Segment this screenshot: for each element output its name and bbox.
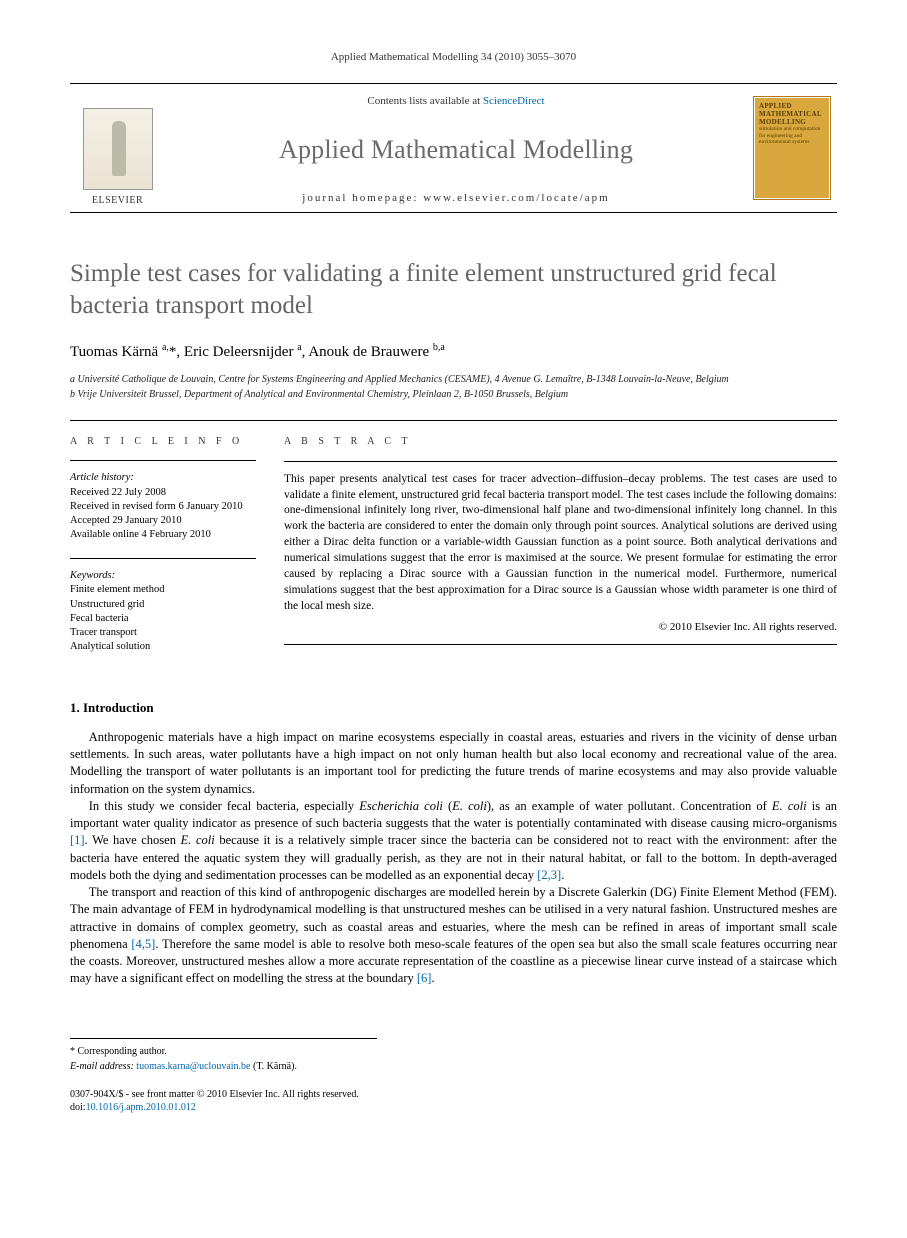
divider — [70, 558, 256, 559]
cover-title: APPLIED MATHEMATICAL MODELLING — [759, 103, 825, 126]
journal-cover-thumb: APPLIED MATHEMATICAL MODELLING simulatio… — [753, 96, 831, 200]
masthead-center: Contents lists available at ScienceDirec… — [165, 84, 747, 212]
masthead: ELSEVIER Contents lists available at Sci… — [70, 83, 837, 213]
front-matter-line: 0307-904X/$ - see front matter © 2010 El… — [70, 1088, 837, 1101]
publisher-name: ELSEVIER — [92, 194, 143, 208]
publisher-block: ELSEVIER — [70, 84, 165, 212]
article-title: Simple test cases for validating a finit… — [70, 258, 837, 321]
affiliation-a: a Université Catholique de Louvain, Cent… — [70, 373, 837, 387]
affiliation-b: b Vrije Universiteit Brussel, Department… — [70, 388, 837, 402]
affiliations: a Université Catholique de Louvain, Cent… — [70, 373, 837, 402]
paragraph: In this study we consider fecal bacteria… — [70, 798, 837, 884]
history-item: Received 22 July 2008 — [70, 486, 256, 500]
section-introduction: 1. Introduction Anthropogenic materials … — [70, 699, 837, 988]
article-info-label: A R T I C L E I N F O — [70, 435, 256, 449]
divider — [284, 461, 837, 462]
history-item: Available online 4 February 2010 — [70, 528, 256, 542]
abstract-label: A B S T R A C T — [284, 435, 837, 449]
divider — [70, 460, 256, 461]
email-suffix: (T. Kärnä). — [250, 1061, 296, 1072]
cover-subtitle: simulation and computation for engineeri… — [759, 126, 825, 144]
journal-homepage: journal homepage: www.elsevier.com/locat… — [173, 191, 739, 206]
contents-prefix: Contents lists available at — [367, 95, 482, 107]
abstract-copyright: © 2010 Elsevier Inc. All rights reserved… — [284, 620, 837, 635]
info-abstract-row: A R T I C L E I N F O Article history: R… — [70, 420, 837, 669]
cover-thumb-wrap: APPLIED MATHEMATICAL MODELLING simulatio… — [747, 84, 837, 212]
history-item: Accepted 29 January 2010 — [70, 514, 256, 528]
corresponding-author: * Corresponding author. — [70, 1045, 377, 1059]
journal-name: Applied Mathematical Modelling — [173, 132, 739, 168]
sciencedirect-link[interactable]: ScienceDirect — [483, 95, 545, 107]
email-label: E-mail address: — [70, 1061, 136, 1072]
keyword: Unstructured grid — [70, 598, 256, 612]
doi-label: doi: — [70, 1102, 86, 1113]
running-head: Applied Mathematical Modelling 34 (2010)… — [70, 50, 837, 65]
paragraph: Anthropogenic materials have a high impa… — [70, 729, 837, 798]
paragraph: The transport and reaction of this kind … — [70, 884, 837, 988]
elsevier-tree-icon — [83, 108, 153, 190]
doi-link[interactable]: 10.1016/j.apm.2010.01.012 — [86, 1102, 196, 1113]
page: Applied Mathematical Modelling 34 (2010)… — [0, 0, 907, 1154]
footnotes: * Corresponding author. E-mail address: … — [70, 1038, 377, 1074]
page-footer: 0307-904X/$ - see front matter © 2010 El… — [70, 1088, 837, 1114]
keyword: Fecal bacteria — [70, 612, 256, 626]
author-email-link[interactable]: tuomas.karna@uclouvain.be — [136, 1061, 250, 1072]
history-item: Received in revised form 6 January 2010 — [70, 500, 256, 514]
article-info: A R T I C L E I N F O Article history: R… — [70, 421, 270, 669]
history-label: Article history: — [70, 471, 256, 485]
abstract-text: This paper presents analytical test case… — [284, 472, 837, 615]
doi-line: doi:10.1016/j.apm.2010.01.012 — [70, 1101, 837, 1114]
keywords-label: Keywords: — [70, 569, 256, 583]
divider — [284, 644, 837, 645]
contents-line: Contents lists available at ScienceDirec… — [173, 94, 739, 109]
authors: Tuomas Kärnä a,*, Eric Deleersnijder a, … — [70, 341, 837, 363]
section-heading: 1. Introduction — [70, 699, 837, 717]
abstract: A B S T R A C T This paper presents anal… — [270, 421, 837, 669]
keyword: Tracer transport — [70, 626, 256, 640]
keyword: Analytical solution — [70, 640, 256, 654]
keyword: Finite element method — [70, 583, 256, 597]
article-history: Article history: Received 22 July 2008 R… — [70, 471, 256, 542]
keywords: Keywords: Finite element method Unstruct… — [70, 569, 256, 654]
email-line: E-mail address: tuomas.karna@uclouvain.b… — [70, 1060, 377, 1074]
